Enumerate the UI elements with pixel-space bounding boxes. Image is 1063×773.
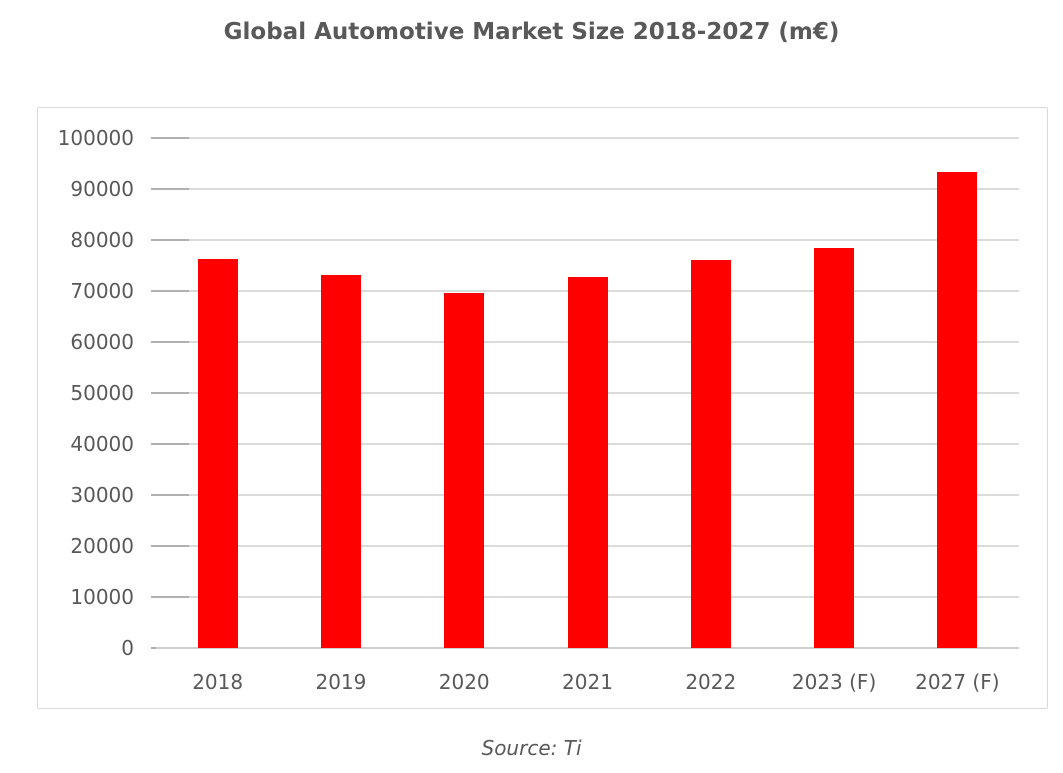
x-axis-label: 2018 (192, 670, 244, 694)
y-axis-tick (151, 494, 189, 496)
y-gridline (156, 137, 1019, 139)
y-axis-label: 60000 (70, 330, 134, 354)
y-axis-label: 0 (121, 636, 134, 660)
y-axis-label: 80000 (70, 228, 134, 252)
y-axis-label: 90000 (70, 177, 134, 201)
source-note: Source: Ti (481, 736, 582, 760)
bar-2021 (567, 276, 608, 648)
y-axis-label: 100000 (57, 126, 134, 150)
y-axis-label: 20000 (70, 534, 134, 558)
y-axis-tick (151, 596, 189, 598)
y-axis-label: 30000 (70, 483, 134, 507)
y-axis-label: 70000 (70, 279, 134, 303)
y-axis-label: 40000 (70, 432, 134, 456)
y-axis-tick (151, 290, 189, 292)
y-axis-label: 10000 (70, 585, 134, 609)
x-axis-label: 2021 (562, 670, 613, 694)
x-axis-label: 2022 (685, 670, 737, 694)
y-axis-tick (151, 392, 189, 394)
y-axis-tick (151, 188, 189, 190)
y-axis-tick (151, 545, 189, 547)
y-axis-label: 50000 (70, 381, 134, 405)
bar-2022 (690, 259, 731, 648)
y-gridline (156, 239, 1019, 241)
y-gridline (156, 188, 1019, 190)
x-axis-label: 2023 (F) (791, 670, 877, 694)
bar-2027-F (937, 171, 978, 648)
bar-2023-F (814, 247, 855, 648)
y-axis-tick (151, 341, 189, 343)
bar-2018 (197, 258, 238, 648)
x-axis-label: 2020 (438, 670, 490, 694)
chart-title: Global Automotive Market Size 2018-2027 … (223, 19, 840, 45)
y-axis-tick (151, 443, 189, 445)
chart-frame: 0 10000 20000 30000 40000 50000 60000 70000 8000… (37, 107, 1048, 709)
x-axis-label: 2019 (315, 670, 367, 694)
plot-area: 0 10000 20000 30000 40000 50000 60000 70000 8000… (38, 108, 1047, 708)
bar-2019 (320, 274, 361, 648)
y-axis-tick (151, 239, 189, 241)
x-axis-line (156, 647, 1019, 649)
y-axis-tick (151, 137, 189, 139)
x-axis-label: 2027 (F) (915, 670, 1000, 694)
bar-2020 (444, 292, 485, 648)
